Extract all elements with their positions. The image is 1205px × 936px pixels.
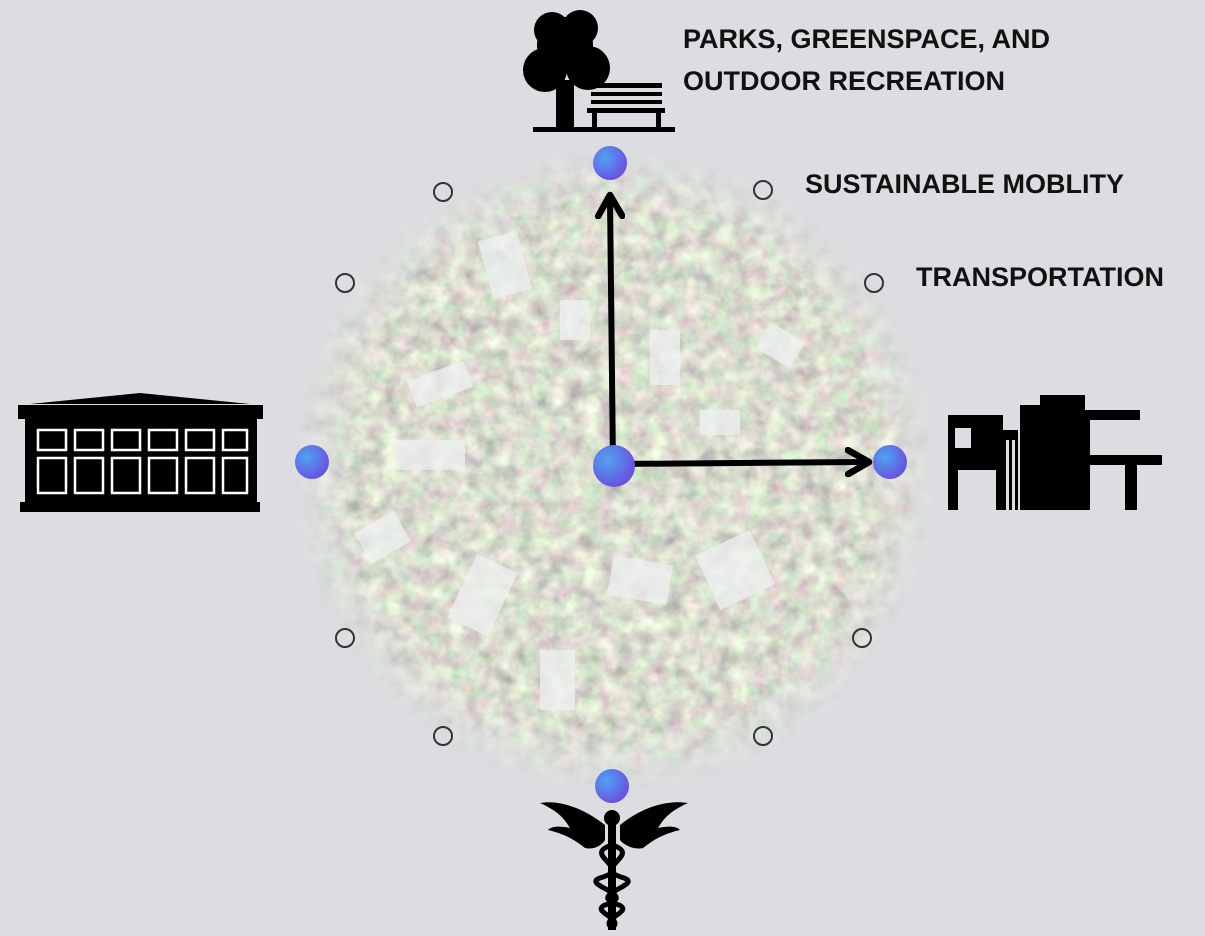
medical-icon — [540, 802, 688, 930]
building-icon — [18, 393, 263, 512]
dot[interactable] — [593, 146, 627, 180]
hollow-dot[interactable] — [433, 726, 453, 746]
center-dot[interactable] — [593, 445, 635, 487]
dot[interactable] — [873, 445, 907, 479]
dot[interactable] — [595, 769, 629, 803]
arrow-right — [613, 462, 866, 464]
hollow-dot[interactable] — [864, 273, 884, 293]
label: TRANSPORTATION — [916, 262, 1164, 292]
hollow-dot[interactable] — [433, 182, 453, 202]
dots — [295, 146, 907, 803]
arrow-up — [610, 198, 613, 467]
hollow-dot[interactable] — [852, 628, 872, 648]
label: PARKS, GREENSPACE, AND — [683, 24, 1050, 54]
hollow-dot[interactable] — [753, 726, 773, 746]
park-icon — [523, 10, 675, 132]
hollow-dot[interactable] — [335, 273, 355, 293]
hollow-dots — [335, 180, 884, 746]
city-sphere — [285, 140, 945, 800]
label: OUTDOOR RECREATION — [683, 66, 1005, 96]
house-icon — [948, 395, 1162, 510]
dot[interactable] — [295, 445, 329, 479]
hollow-dot[interactable] — [335, 628, 355, 648]
label: SUSTAINABLE MOBLITY — [805, 169, 1124, 199]
hollow-dot[interactable] — [753, 180, 773, 200]
